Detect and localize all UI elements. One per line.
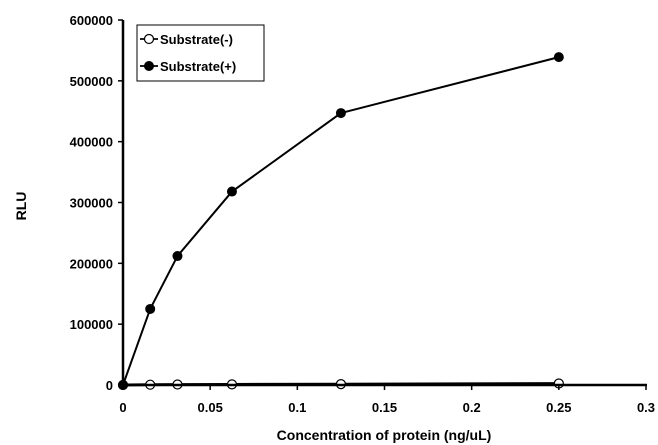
legend-marker-substrate-plus (144, 61, 154, 71)
x-tick-label: 0.2 (463, 400, 481, 415)
x-tick-label: 0.1 (288, 400, 306, 415)
data-point-substrate-plus (553, 52, 564, 63)
y-tick-label: 600000 (70, 13, 113, 28)
legend: Substrate(-) Substrate(+) (136, 24, 265, 82)
data-point-substrate-plus (335, 108, 346, 119)
x-axis-title: Concentration of protein (ng/uL) (277, 427, 492, 443)
x-tick-label: 0.25 (546, 400, 571, 415)
y-tick-label: 500000 (70, 74, 113, 89)
y-tick-label: 0 (106, 378, 113, 393)
y-tick-label: 100000 (70, 317, 113, 332)
legend-marker-substrate-minus (143, 33, 155, 45)
x-tick-label: 0.15 (372, 400, 397, 415)
legend-label-substrate-minus: Substrate(-) (160, 32, 233, 47)
data-point-substrate-plus (172, 251, 183, 262)
data-point-substrate-plus (145, 303, 156, 314)
x-tick-label: 0 (119, 400, 126, 415)
y-tick-label: 200000 (70, 256, 113, 271)
y-axis-ticks: 0 100000 200000 300000 400000 500000 600000 (70, 13, 123, 393)
x-tick-label: 0.05 (198, 400, 223, 415)
plot-markers (117, 52, 564, 391)
series-line-substrate-plus (122, 56, 560, 386)
legend-box (136, 24, 265, 82)
y-axis-title: RLU (13, 192, 29, 221)
plot-lines (122, 56, 560, 387)
x-tick-label: 0.3 (637, 400, 655, 415)
y-tick-label: 300000 (70, 196, 113, 211)
y-tick-label: 400000 (70, 135, 113, 150)
legend-label-substrate-plus: Substrate(+) (160, 59, 236, 74)
x-axis-ticks: 0 0.05 0.1 0.15 0.2 0.25 0.3 (119, 385, 655, 415)
data-point-substrate-plus (226, 186, 237, 197)
